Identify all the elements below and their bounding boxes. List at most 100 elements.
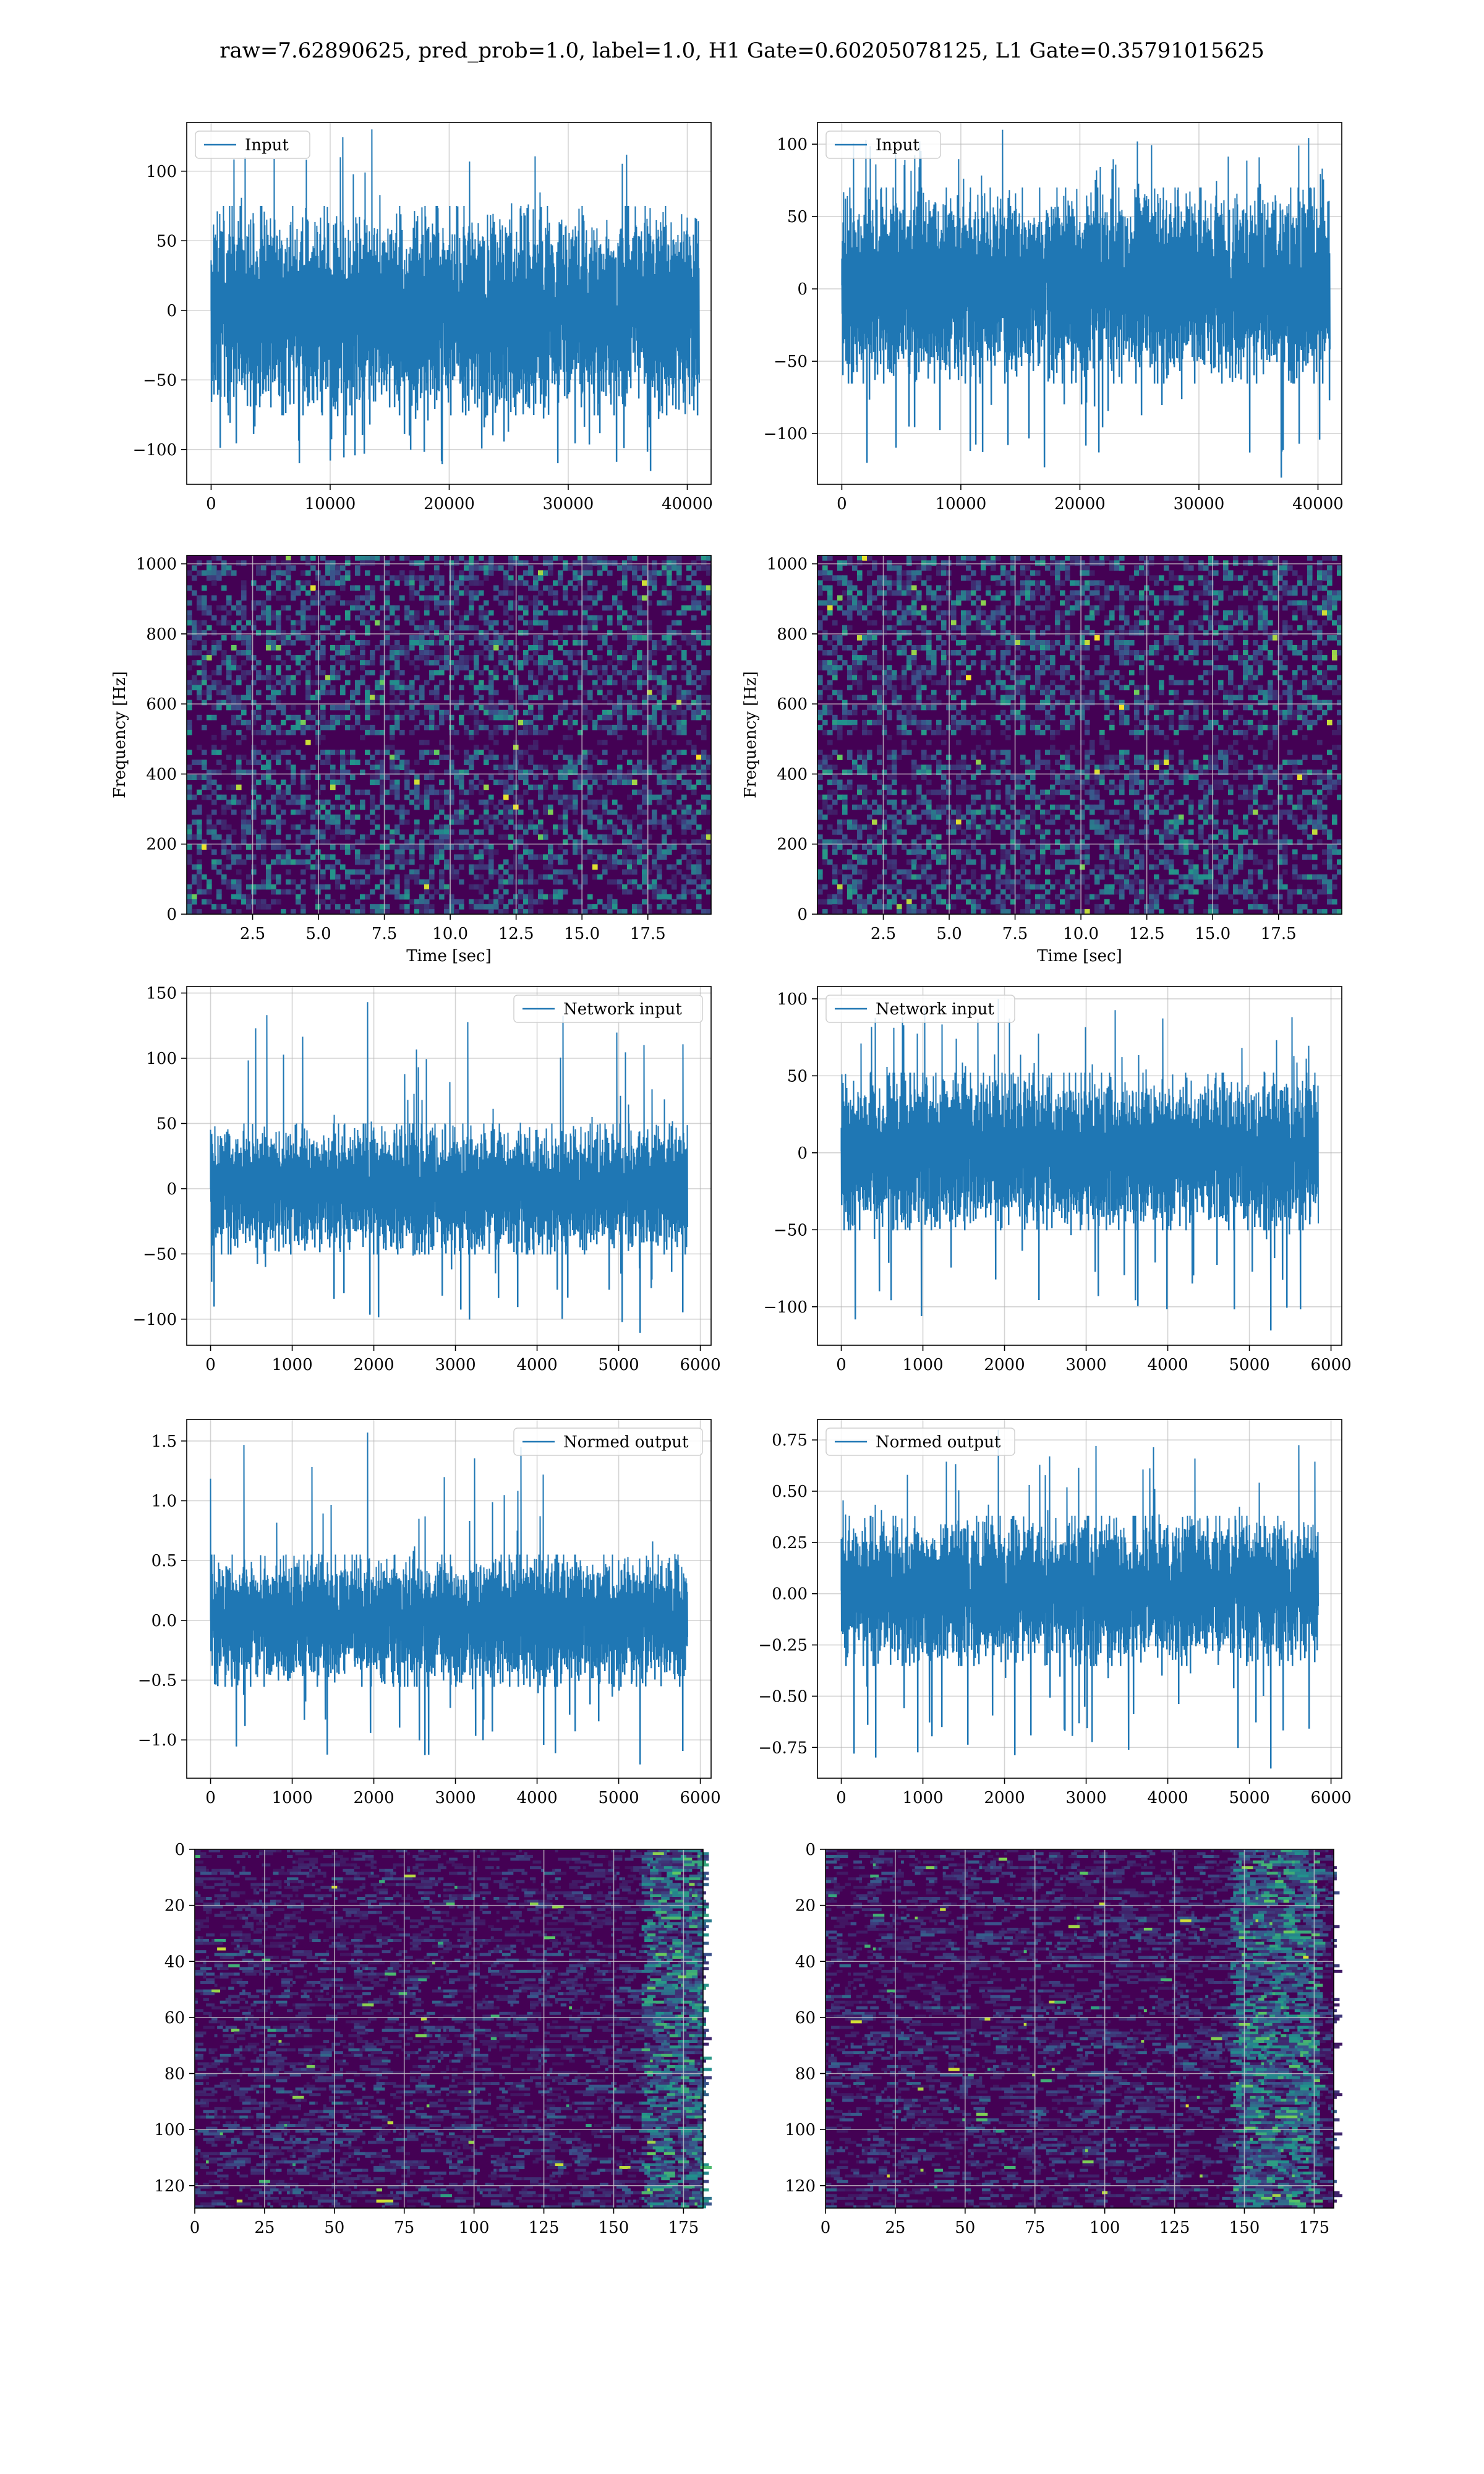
l1-input-xtick-label: 0 bbox=[837, 495, 847, 513]
h1-network-input-ytick-label: 100 bbox=[146, 1050, 177, 1068]
l1-input-axes: 0 10000 20000 30000 40000 −100 −50 0 50 100 Input bbox=[764, 122, 1344, 513]
l1-network-input-frame bbox=[817, 986, 1342, 1346]
figure-suptitle: raw=7.62890625, pred_prob=1.0, label=1.0… bbox=[220, 38, 1264, 63]
l1-input-series-line bbox=[841, 129, 1331, 478]
h1-spectrogram-ytick-label: 0 bbox=[166, 905, 177, 924]
l1-feature-map-ytick-label: 20 bbox=[795, 1897, 816, 1915]
l1-input-xtick-label: 30000 bbox=[1174, 495, 1225, 513]
l1-normed-output-ytick-label: 0.75 bbox=[772, 1431, 808, 1450]
h1-feature-map-xtick-label: 0 bbox=[190, 2219, 200, 2237]
l1-feature-map-axes: 0 25 50 75 100 125 150 175 0 20 40 60 80 100 120 bbox=[785, 1841, 1342, 2237]
l1-spectrogram-frame bbox=[817, 555, 1342, 915]
h1-feature-map-ytick-label: 20 bbox=[164, 1897, 185, 1915]
h1-network-input-ytick-label: −100 bbox=[133, 1311, 177, 1329]
h1-spectrogram-xtick-label: 2.5 bbox=[240, 925, 265, 943]
h1-network-input-ytick-label: 50 bbox=[156, 1115, 177, 1133]
l1-network-input-ytick-label: 0 bbox=[797, 1144, 808, 1163]
l1-spectrogram-xtick-label: 5.0 bbox=[936, 925, 962, 943]
l1-network-input-ytick-label: 100 bbox=[777, 990, 808, 1009]
l1-normed-output-ytick-label: −0.75 bbox=[758, 1739, 808, 1757]
l1-normed-output-legend: Normed output bbox=[825, 1427, 1015, 1456]
h1-spectrogram-axes: 2.5 5.0 7.5 10.0 12.5 15.0 17.5 0 200 400 600 800 10… bbox=[111, 555, 712, 965]
h1-spectrogram-ytick-label: 400 bbox=[146, 765, 177, 784]
h1-spectrogram-frame bbox=[186, 555, 712, 915]
l1-normed-output-xtick-label: 2000 bbox=[984, 1789, 1025, 1807]
h1-normed-output-frame bbox=[186, 1419, 712, 1779]
l1-feature-map-heatmap-cells bbox=[825, 1849, 1342, 2209]
h1-normed-output-xtick-label: 3000 bbox=[435, 1789, 475, 1807]
h1-input-legend-label: Input bbox=[245, 136, 289, 155]
h1-spectrogram-ytick-label: 200 bbox=[146, 836, 177, 854]
h1-network-input-xtick-label: 5000 bbox=[598, 1356, 639, 1374]
h1-spectrogram-xtick-label: 5.0 bbox=[305, 925, 331, 943]
l1-feature-map-xtick-label: 100 bbox=[1090, 2219, 1120, 2237]
l1-feature-map-frame bbox=[825, 1849, 1334, 2209]
l1-feature-map-xtick-label: 50 bbox=[955, 2219, 975, 2237]
h1-normed-output-xtick-label: 2000 bbox=[353, 1789, 394, 1807]
l1-feature-map-ytick-label: 40 bbox=[795, 1953, 816, 1971]
h1-input-axes: 0 10000 20000 30000 40000 −100 −50 0 50 100 Input bbox=[133, 122, 713, 513]
h1-input-xtick-label: 30000 bbox=[543, 495, 594, 513]
l1-spectrogram-ytick-label: 0 bbox=[797, 905, 808, 924]
l1-spectrogram-ytick-label: 400 bbox=[777, 765, 808, 784]
l1-feature-map-xtick-label: 125 bbox=[1159, 2219, 1190, 2237]
l1-normed-output-ytick-label: 0.00 bbox=[772, 1585, 808, 1604]
h1-network-input-legend-label: Network input bbox=[563, 1000, 682, 1019]
h1-network-input-frame bbox=[186, 986, 712, 1346]
h1-normed-output-legend: Normed output bbox=[513, 1427, 703, 1456]
l1-normed-output-ytick-label: 0.25 bbox=[772, 1534, 808, 1552]
h1-normed-output-xtick-label: 0 bbox=[205, 1789, 216, 1807]
l1-feature-map-xtick-label: 25 bbox=[885, 2219, 905, 2237]
h1-spectrogram-ylabel: Frequency [Hz] bbox=[111, 671, 129, 798]
l1-spectrogram-ytick-label: 1000 bbox=[767, 555, 808, 574]
l1-input-legend-label: Input bbox=[876, 136, 919, 155]
h1-normed-output-ytick-label: 0.0 bbox=[151, 1612, 177, 1630]
l1-input-ytick-label: 50 bbox=[787, 208, 808, 226]
h1-network-input-xtick-label: 0 bbox=[205, 1356, 216, 1374]
h1-feature-map-xtick-label: 75 bbox=[394, 2219, 414, 2237]
l1-network-input-xtick-label: 1000 bbox=[902, 1356, 943, 1374]
l1-normed-output-xtick-label: 5000 bbox=[1229, 1789, 1269, 1807]
l1-network-input-legend-label: Network input bbox=[876, 1000, 994, 1019]
l1-normed-output-xtick-label: 1000 bbox=[902, 1789, 943, 1807]
h1-normed-output-xtick-label: 5000 bbox=[598, 1789, 639, 1807]
l1-feature-map-ytick-label: 60 bbox=[795, 2009, 816, 2027]
h1-feature-map-axes: 0 25 50 75 100 125 150 175 0 20 40 60 80 100 120 bbox=[154, 1841, 712, 2237]
l1-normed-output-ytick-label: −0.50 bbox=[758, 1687, 808, 1706]
l1-feature-map-xtick-label: 150 bbox=[1229, 2219, 1260, 2237]
l1-input-ytick-label: 0 bbox=[797, 280, 808, 299]
h1-feature-map-xtick-label: 25 bbox=[254, 2219, 275, 2237]
l1-feature-map-ytick-label: 0 bbox=[805, 1841, 816, 1859]
h1-network-input-xtick-label: 1000 bbox=[271, 1356, 312, 1374]
l1-spectrogram-xtick-label: 12.5 bbox=[1129, 925, 1165, 943]
l1-spectrogram-axes: 2.5 5.0 7.5 10.0 12.5 15.0 17.5 0 200 400 600 800 10… bbox=[741, 555, 1342, 965]
l1-feature-map-ytick-label: 80 bbox=[795, 2065, 816, 2084]
l1-spectrogram-xtick-label: 2.5 bbox=[871, 925, 896, 943]
l1-input-ytick-label: −100 bbox=[764, 425, 808, 443]
h1-network-input-legend: Network input bbox=[513, 995, 703, 1023]
l1-feature-map-xtick-label: 175 bbox=[1299, 2219, 1330, 2237]
l1-normed-output-frame bbox=[817, 1419, 1342, 1779]
l1-spectrogram-ytick-label: 800 bbox=[777, 625, 808, 644]
h1-feature-map-ytick-label: 40 bbox=[164, 1953, 185, 1971]
h1-network-input-xtick-label: 4000 bbox=[516, 1356, 557, 1374]
l1-normed-output-xtick-label: 4000 bbox=[1147, 1789, 1188, 1807]
l1-network-input-xtick-label: 3000 bbox=[1065, 1356, 1106, 1374]
h1-normed-output-xtick-label: 4000 bbox=[516, 1789, 557, 1807]
h1-normed-output-ytick-label: 0.5 bbox=[151, 1552, 177, 1570]
h1-spectrogram-xtick-label: 15.0 bbox=[564, 925, 600, 943]
l1-network-input-legend-box bbox=[825, 995, 1015, 1023]
l1-network-input-series-line bbox=[840, 998, 1319, 1331]
h1-spectrogram-heatmap-cells bbox=[187, 555, 712, 915]
h1-feature-map-heatmap-cells bbox=[195, 1849, 712, 2209]
l1-feature-map-ytick-label: 100 bbox=[785, 2121, 816, 2139]
l1-feature-map-xtick-label: 75 bbox=[1025, 2219, 1045, 2237]
h1-feature-map-ytick-label: 100 bbox=[154, 2121, 185, 2139]
l1-spectrogram-xtick-label: 17.5 bbox=[1261, 925, 1297, 943]
l1-network-input-xtick-label: 0 bbox=[836, 1356, 846, 1374]
h1-input-ytick-label: 0 bbox=[166, 302, 177, 320]
h1-normed-output-xtick-label: 1000 bbox=[271, 1789, 312, 1807]
h1-normed-output-legend-label: Normed output bbox=[563, 1433, 689, 1452]
l1-network-input-legend: Network input bbox=[825, 995, 1015, 1023]
l1-spectrogram-xlabel: Time [sec] bbox=[1037, 947, 1122, 965]
